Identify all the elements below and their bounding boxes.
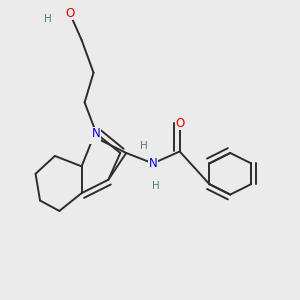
Text: H: H <box>152 181 160 191</box>
Text: H: H <box>140 140 148 151</box>
Text: N: N <box>92 127 101 140</box>
Text: H: H <box>44 14 51 24</box>
Text: S: S <box>90 130 97 143</box>
Text: O: O <box>175 117 184 130</box>
Text: O: O <box>65 7 74 20</box>
Text: N: N <box>148 157 157 170</box>
